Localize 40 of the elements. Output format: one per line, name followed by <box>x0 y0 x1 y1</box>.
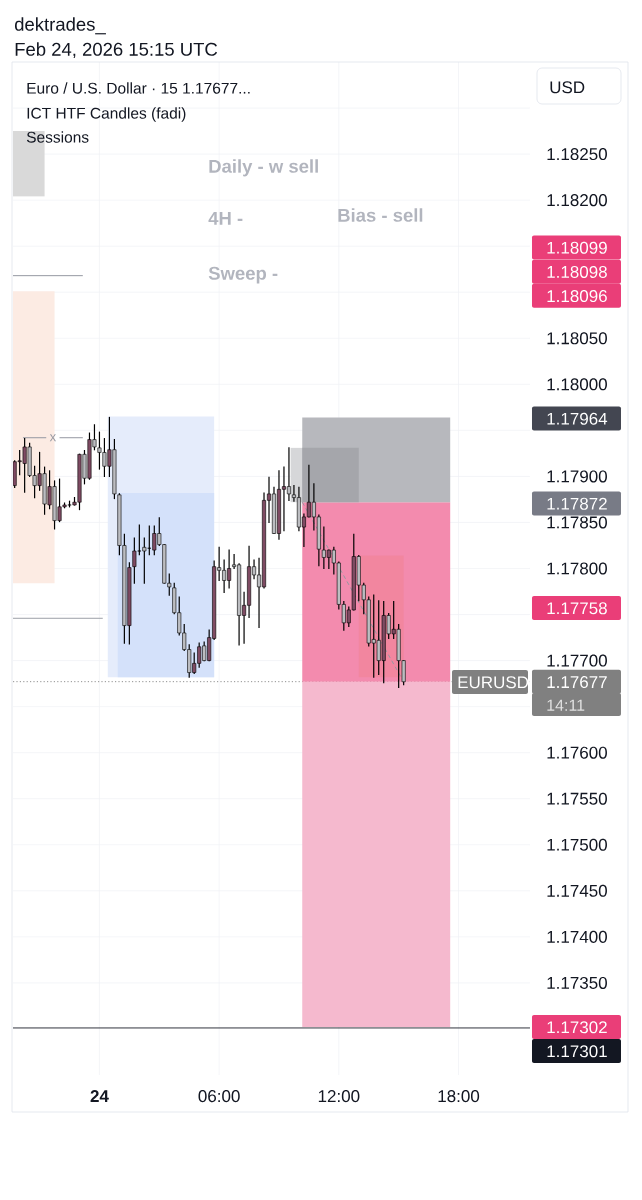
annotation: Euro / U.S. Dollar · 15 1.17677... <box>27 82 250 94</box>
ref-line-label: 1.17301 <box>547 1045 607 1058</box>
text: 1.17302 <box>547 1021 607 1034</box>
y-tick-label: 1.17350 <box>547 976 607 989</box>
y-tick-label: 1.17900 <box>547 470 607 483</box>
annotation: 4H - <box>208 211 243 225</box>
annotation: Sweep - <box>208 266 278 284</box>
y-tick-label: 1.17550 <box>547 792 607 805</box>
y-tick-label: 1.17600 <box>547 746 607 759</box>
text: 1.18096 <box>547 290 607 303</box>
y-tick-label: 1.17400 <box>547 930 607 943</box>
chart-subtitle: Feb 24, 2026 15:15 UTC <box>15 42 218 59</box>
text: 1.18098 <box>547 265 607 278</box>
y-tick-label: 1.17800 <box>547 562 607 575</box>
y-tick-label: 1.17450 <box>547 884 607 897</box>
y-tick-label: 1.17500 <box>547 838 607 851</box>
x-tick-label: 12:00 <box>318 1090 360 1103</box>
annotation: Sessions <box>26 131 89 143</box>
text: 1.17964 <box>547 412 608 425</box>
text: USD <box>550 81 585 94</box>
x-tick-label: 06:00 <box>198 1090 240 1103</box>
annotation: EURUSD <box>458 676 529 689</box>
y-tick-label: 1.18000 <box>547 378 607 391</box>
text: 1.17758 <box>547 602 607 615</box>
y-tick-label: 1.17850 <box>547 516 607 529</box>
text: 14:11 <box>547 699 585 711</box>
y-tick-label: 1.18050 <box>547 332 607 345</box>
text: 1.18099 <box>547 241 607 254</box>
chart-title: dektrades_ <box>14 17 106 35</box>
annotation: ICT HTF Candles (fadi) <box>27 107 186 122</box>
x-tick-label: 24 <box>90 1090 109 1102</box>
annotation: x <box>49 434 57 442</box>
ref-line-label: 1.17677 <box>547 676 607 689</box>
annotation: Daily - w sell <box>209 159 318 177</box>
y-tick-label: 1.18250 <box>547 148 607 161</box>
x-tick-label: 18:00 <box>438 1090 480 1103</box>
y-tick-label: 1.18200 <box>547 194 607 207</box>
y-tick-label: 1.17700 <box>547 654 607 667</box>
annotation: Bias - sell <box>338 208 423 222</box>
text: 1.17872 <box>547 497 607 510</box>
